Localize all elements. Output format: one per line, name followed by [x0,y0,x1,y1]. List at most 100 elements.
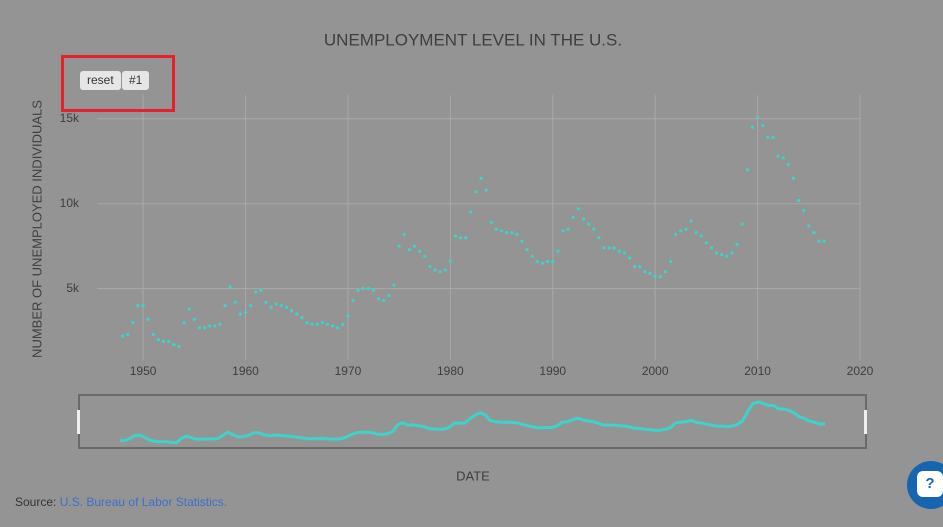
data-point [571,215,575,219]
data-point [356,288,360,292]
data-point [274,302,278,306]
data-point [315,322,319,326]
x-tick-label: 1980 [437,364,464,378]
source-prefix: Source: [15,495,57,509]
data-point [233,300,237,304]
data-point [592,227,596,231]
data-point [346,314,350,318]
x-axis-label: DATE [456,468,490,483]
data-point [243,310,248,315]
navigator-handle[interactable] [864,410,867,434]
data-point [412,244,417,248]
data-point [295,312,299,316]
data-point [627,256,632,260]
source: Source: U.S. Bureau of Labor Statistics. [15,495,227,509]
x-tick-label: 1960 [232,364,259,378]
help-widget[interactable]: ? [907,461,943,509]
data-point [167,339,171,343]
data-point [617,249,621,253]
data-point [228,285,232,289]
data-point [453,234,458,238]
data-point [807,224,811,228]
data-point [633,264,637,269]
data-point [469,210,473,214]
data-point [402,232,406,236]
data-point [602,246,606,250]
data-point [325,322,330,326]
data-point [745,168,749,172]
data-point [121,334,125,338]
chart-title: UNEMPLOYMENT LEVEL IN THE U.S. [324,30,622,49]
data-point [197,326,202,330]
data-point [387,293,391,298]
data-point [218,322,222,326]
data-point [361,287,365,291]
x-tick-label: 2000 [642,364,669,378]
data-point [771,135,775,140]
highlight-box [61,55,175,112]
data-point [679,229,683,233]
x-tick-label: 1970 [335,364,362,378]
data-point [725,254,729,258]
data-point [433,268,437,272]
data-point [192,317,196,321]
data-point [735,242,739,247]
data-point [320,321,324,325]
data-point [443,268,447,272]
x-tick-label: 2010 [744,364,771,378]
data-point [586,222,591,226]
data-point [397,244,401,248]
data-point [336,326,340,330]
data-point [438,270,442,274]
data-point [489,220,493,225]
data-point [781,156,785,160]
data-point [684,227,688,231]
data-point [730,251,734,255]
data-point [238,312,242,316]
data-point [715,251,719,255]
data-point [643,270,647,274]
navigator-handle[interactable] [77,410,80,434]
x-tick-label: 1990 [539,364,566,378]
data-point [709,246,714,250]
data-point [540,261,545,265]
data-point [187,307,191,311]
data-point [223,304,227,308]
data-point [300,315,304,320]
data-point [136,304,140,308]
data-point [141,304,145,308]
data-point [566,227,570,231]
data-point [479,176,483,180]
help-icon[interactable]: ? [917,471,943,497]
reset-button[interactable]: reset [80,71,121,90]
preset-button[interactable]: #1 [122,71,150,90]
data-point [254,290,258,294]
data-point [418,249,422,253]
data-point [269,305,273,309]
data-point [341,322,345,326]
data-point [448,259,452,264]
data-point [535,259,539,264]
data-point [382,298,386,303]
data-point [740,222,744,226]
data-point [208,324,212,328]
data-point [464,236,468,240]
data-point [822,239,826,243]
data-point [612,246,616,250]
data-point [607,246,611,250]
data-point [371,288,376,292]
data-point [351,298,355,303]
data-point [289,309,294,313]
data-point [786,163,790,167]
data-point [510,230,514,235]
data-point [674,232,678,236]
data-point [546,259,550,264]
source-link[interactable]: U.S. Bureau of Labor Statistics. [59,495,228,509]
data-point [407,247,411,252]
y-tick-label: 10k [60,196,80,210]
data-point [530,254,534,258]
data-point [458,236,463,240]
data-point [484,188,488,192]
data-point [812,230,816,235]
